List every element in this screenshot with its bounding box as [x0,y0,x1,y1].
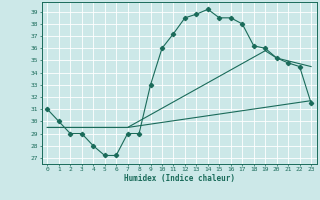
X-axis label: Humidex (Indice chaleur): Humidex (Indice chaleur) [124,174,235,183]
